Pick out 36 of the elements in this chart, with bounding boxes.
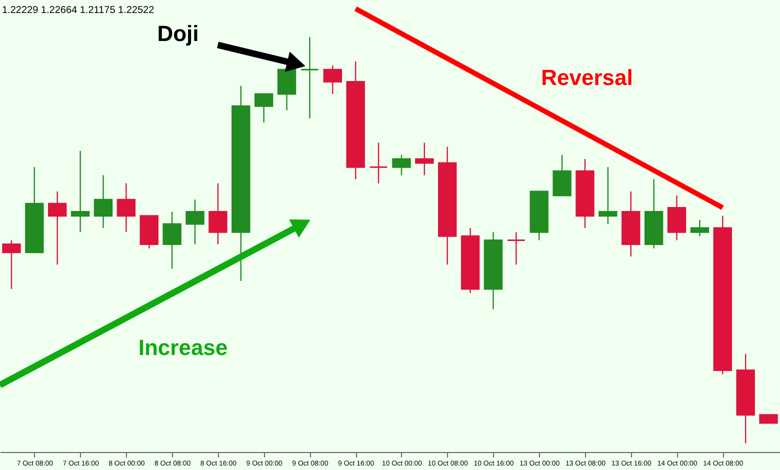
candlestick <box>140 215 158 249</box>
candlestick <box>48 190 67 266</box>
candlestick <box>323 64 342 95</box>
candlestick <box>186 199 204 245</box>
candlestick <box>552 154 572 196</box>
candlestick <box>713 215 732 375</box>
candlestick <box>300 36 320 119</box>
candlestick <box>460 227 480 294</box>
candlestick <box>94 174 113 229</box>
candlestick <box>25 166 44 254</box>
candlestick <box>576 158 594 229</box>
annotation: Doji <box>157 21 199 46</box>
candlestick <box>736 353 755 444</box>
candlestick <box>392 154 411 176</box>
candlestick <box>484 231 503 310</box>
candlestick <box>667 194 686 241</box>
candlestick <box>369 142 388 184</box>
candlestick <box>530 190 548 241</box>
candlestick <box>415 142 434 176</box>
candlestick <box>208 182 228 245</box>
candlestick <box>690 219 710 237</box>
candlestick <box>644 178 664 249</box>
text: 1.22229 1.22664 1.21175 1.22522 <box>2 5 155 16</box>
candlestick <box>70 150 90 233</box>
candlestick <box>232 85 250 282</box>
candlestick <box>162 211 182 270</box>
candlestick <box>254 93 274 124</box>
candlestick <box>622 190 640 258</box>
candlestick <box>346 60 365 180</box>
candlestick <box>598 166 618 225</box>
candlestick <box>116 182 136 233</box>
candlestick <box>2 240 21 290</box>
annotation: Reversal <box>541 65 633 90</box>
candlestick <box>438 146 457 266</box>
annotation: Increase <box>138 335 228 360</box>
candlestick <box>506 231 526 266</box>
